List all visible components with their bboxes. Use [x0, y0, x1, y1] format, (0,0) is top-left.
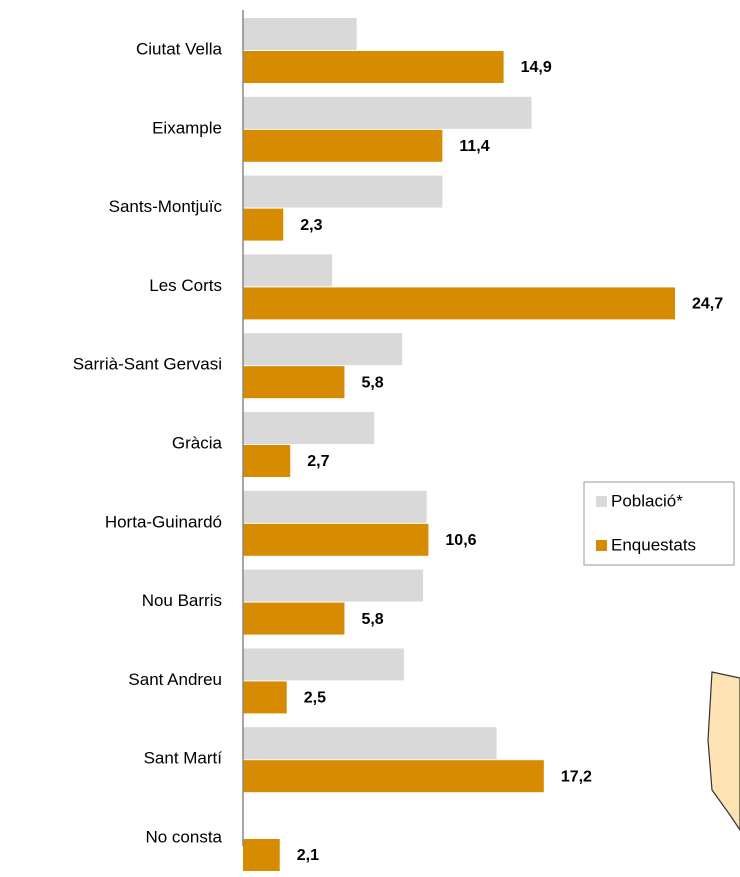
category-label: Nou Barris: [142, 591, 222, 610]
value-label: 14,9: [521, 59, 552, 76]
bar: [243, 51, 504, 83]
category-label: Sant Andreu: [128, 670, 222, 689]
bar: [243, 129, 443, 162]
value-label: 11,4: [459, 138, 489, 155]
legend-box: [583, 481, 735, 566]
category-label: Eixample: [152, 118, 222, 137]
bar: [243, 839, 280, 871]
bar: [243, 648, 404, 681]
bar: [243, 254, 333, 287]
bar: [243, 175, 443, 208]
category-label: Sants-Montjuïc: [109, 197, 223, 216]
value-label: 2,1: [297, 847, 319, 864]
bar: [243, 208, 284, 241]
legend-swatch: [596, 540, 607, 551]
value-label: 24,7: [692, 296, 723, 313]
bar: [243, 760, 544, 793]
category-label: Gràcia: [172, 433, 223, 452]
bar: [243, 602, 345, 635]
bar: [243, 727, 497, 760]
value-label: 10,6: [445, 532, 476, 549]
value-label: 2,3: [300, 217, 322, 234]
category-label: Horta-Guinardó: [105, 512, 222, 531]
legend-label: Enquestats: [611, 535, 696, 554]
bar: [243, 333, 403, 366]
category-label: Ciutat Vella: [136, 39, 223, 58]
bar: [243, 96, 532, 129]
bar: [243, 412, 375, 444]
bar: [243, 523, 429, 556]
value-label: 5,8: [361, 611, 383, 628]
legend-swatch: [596, 496, 607, 507]
value-label: 2,7: [307, 453, 329, 470]
bar: [243, 445, 291, 477]
category-label: Sarrià-Sant Gervasi: [73, 355, 222, 374]
legend-label: Població*: [611, 491, 683, 510]
bar: [243, 366, 345, 399]
category-label: Les Corts: [149, 276, 222, 295]
value-label: 2,5: [304, 690, 326, 707]
category-label: Sant Martí: [144, 749, 223, 768]
map-shape: [707, 671, 740, 832]
bar: [243, 287, 675, 320]
bar: [243, 681, 287, 714]
bar: [243, 569, 424, 602]
bar: [243, 18, 357, 50]
value-label: 5,8: [361, 374, 383, 391]
category-label: No consta: [145, 827, 222, 846]
bar: [243, 490, 427, 523]
value-label: 17,2: [561, 768, 592, 785]
